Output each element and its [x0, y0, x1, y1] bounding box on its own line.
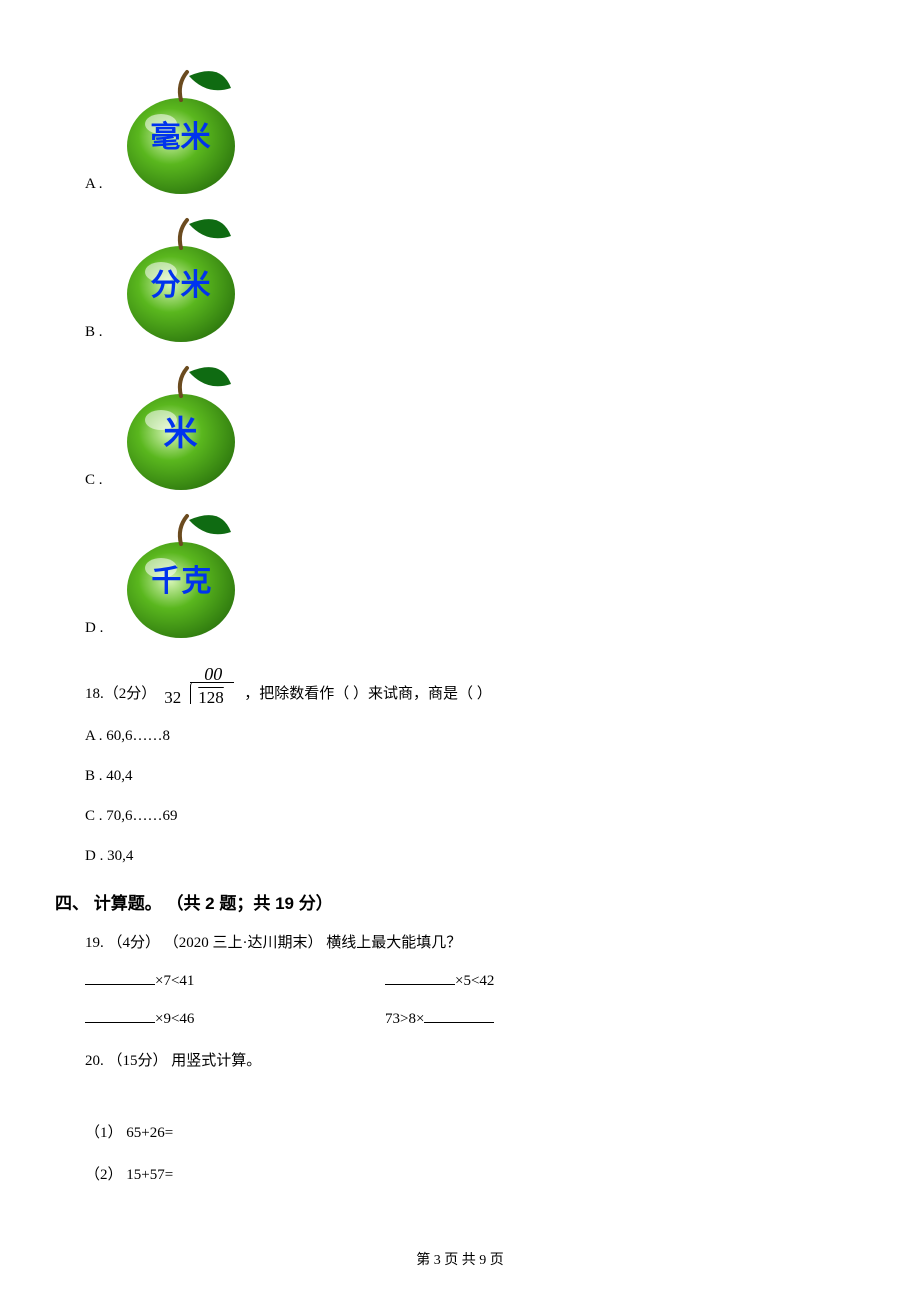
choice-letter: C . — [85, 468, 111, 496]
division-bracket — [190, 682, 198, 704]
apple-choice: C . 米 — [85, 356, 865, 496]
q19-blanks: ×7<41×5<42×9<4673>8× — [55, 969, 865, 1031]
fill-row: ×9<4673>8× — [85, 1007, 865, 1031]
q18-option: A . 60,6……8 — [85, 724, 865, 748]
apple-label: 千克 — [151, 558, 211, 606]
fill-row: ×7<41×5<42 — [85, 969, 865, 993]
question-18: 18. （2分） 00 32 128 ，把除数看作（ ）来试商，商是（ ） — [85, 662, 865, 708]
q18-option: C . 70,6……69 — [85, 804, 865, 828]
apple-icon: 米 — [111, 356, 251, 496]
choice-letter: D . — [85, 616, 111, 644]
fill-cell: 73>8× — [385, 1007, 685, 1031]
spacer — [55, 1073, 865, 1103]
blank — [385, 984, 455, 985]
blank — [85, 984, 155, 985]
blank — [424, 1022, 494, 1023]
apple-choice: B . 分米 — [85, 208, 865, 348]
q18-options: A . 60,6……8 B . 40,4 C . 70,6……69 D . 30,4 — [55, 724, 865, 868]
apple-icon: 千克 — [111, 504, 251, 644]
choice-letter: B . — [85, 320, 111, 348]
q20-sub: （1） 65+26= — [85, 1121, 865, 1145]
apple-icon: 分米 — [111, 208, 251, 348]
q18-option: B . 40,4 — [85, 764, 865, 788]
apple-label: 分米 — [151, 262, 211, 310]
q20-sub: （2） 15+57= — [85, 1163, 865, 1187]
apple-label: 毫米 — [151, 114, 211, 162]
apple-choice: D . 千克 — [85, 504, 865, 644]
question-20: 20. （15分） 用竖式计算。 — [85, 1049, 865, 1073]
blank — [85, 1022, 155, 1023]
apple-choice: A . 毫米 — [85, 60, 865, 200]
apple-choices: A . 毫米 B . — [55, 60, 865, 644]
division-divisor: 32 — [164, 684, 181, 711]
fill-cell: ×9<46 — [85, 1007, 385, 1031]
apple-label: 米 — [164, 407, 198, 461]
apple-icon: 毫米 — [111, 60, 251, 200]
fill-cell: ×5<42 — [385, 969, 685, 993]
fill-cell: ×7<41 — [85, 969, 385, 993]
page-footer: 第 3 页 共 9 页 — [0, 1250, 920, 1272]
division-dividend: 128 — [198, 684, 224, 711]
section-four-heading: 四、 计算题。 （共 2 题；共 19 分） — [55, 890, 865, 917]
q18-points: （2分） — [104, 682, 157, 708]
choice-letter: A . — [85, 172, 111, 200]
q18-text: ，把除数看作（ ）来试商，商是（ ） — [244, 682, 492, 708]
q20-subquestions: （1） 65+26= （2） 15+57= — [55, 1121, 865, 1187]
q18-number: 18. — [85, 682, 104, 708]
q18-option: D . 30,4 — [85, 844, 865, 868]
question-19: 19. （4分） （2020 三上·达川期末） 横线上最大能填几？ — [85, 931, 865, 955]
long-division: 00 32 128 — [160, 662, 240, 708]
